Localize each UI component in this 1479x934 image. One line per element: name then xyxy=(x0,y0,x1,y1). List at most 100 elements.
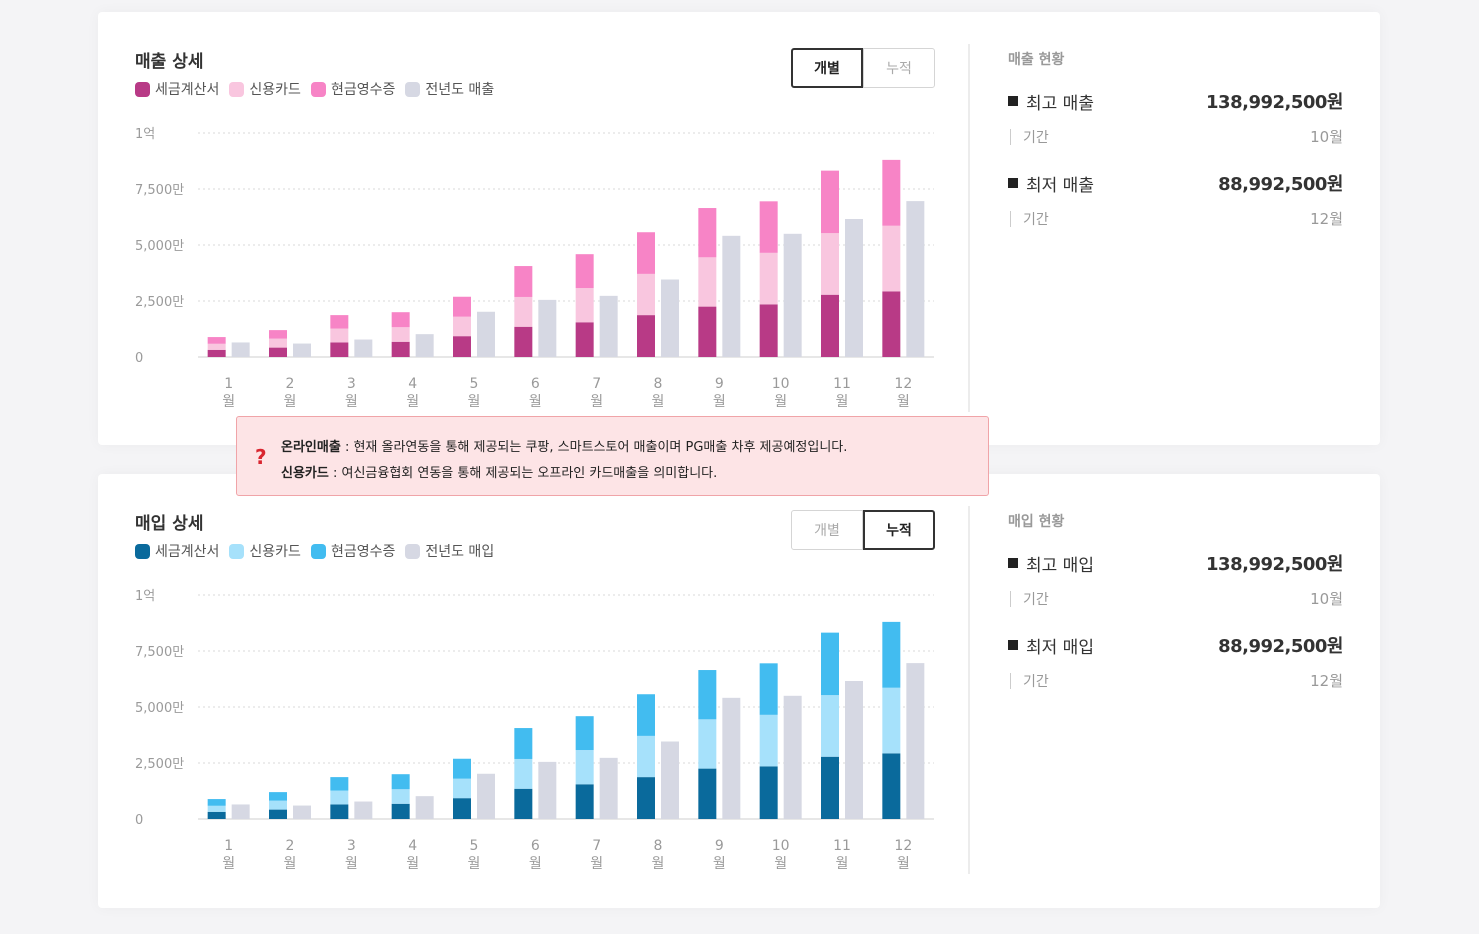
y-tick-label: 2,500만 xyxy=(135,295,184,310)
y-tick-label: 0 xyxy=(135,351,143,366)
bar-segment xyxy=(514,266,533,297)
legend-label: 현금영수증 xyxy=(330,82,396,98)
min-purchase-label: 최저 매입 xyxy=(1008,633,1094,658)
info-tooltip: ? 온라인매출 : 현재 올라연동을 통해 제공되는 쿠팡, 스마트스토어 매출… xyxy=(236,416,989,496)
min-sales-block: 최저 매출 88,992,500원 기간 12월 xyxy=(1008,170,1343,229)
max-sales-label: 최고 매출 xyxy=(1008,89,1094,114)
max-sales-value: 138,992,500원 xyxy=(1206,92,1343,113)
bar-segment xyxy=(637,232,655,274)
bar-segment xyxy=(391,774,410,790)
legend-label: 신용카드 xyxy=(249,82,301,98)
prev-year-bar xyxy=(661,279,679,357)
min-purchase-block: 최저 매입 88,992,500원 기간 12월 xyxy=(1008,632,1343,691)
cumulative-toggle-button[interactable]: 누적 xyxy=(863,48,935,88)
bar-segment xyxy=(391,803,410,819)
bar-segment xyxy=(330,328,349,343)
y-tick-label: 0 xyxy=(135,813,143,828)
x-tick-label: 월 xyxy=(222,394,235,410)
prev-year-bar xyxy=(538,761,557,819)
x-tick-label: 월 xyxy=(774,394,787,410)
legend-item: 현금영수증 xyxy=(310,541,395,561)
bar-segment xyxy=(759,252,778,305)
x-tick-label: 월 xyxy=(713,394,726,410)
bar-segment xyxy=(514,788,533,819)
bar-segment xyxy=(637,735,655,778)
x-tick-label: 월 xyxy=(345,856,358,872)
x-tick-label: 5 xyxy=(470,376,479,392)
bar-segment xyxy=(882,621,901,688)
min-sales-label: 최저 매출 xyxy=(1008,171,1094,196)
bar-segment xyxy=(821,233,839,295)
cumulative-toggle-button[interactable]: 누적 xyxy=(863,510,935,550)
bar-segment xyxy=(391,312,410,328)
prev-year-bar xyxy=(661,741,679,819)
x-tick-label: 월 xyxy=(529,856,542,872)
max-sales-label-text: 최고 매출 xyxy=(1026,93,1094,114)
prev-year-bar xyxy=(415,796,434,819)
bar-segment xyxy=(575,784,594,819)
individual-toggle-button[interactable]: 개별 xyxy=(791,510,863,550)
x-tick-label: 6 xyxy=(531,838,540,854)
y-tick-label: 1억 xyxy=(135,127,155,142)
bar-segment xyxy=(821,632,839,696)
legend-swatch xyxy=(405,543,421,559)
purchase-view-toggle: 개별 누적 xyxy=(791,510,935,550)
x-tick-label: 4 xyxy=(408,838,417,854)
y-tick-label: 1억 xyxy=(135,589,155,604)
prev-year-bar xyxy=(906,663,925,819)
x-tick-label: 월 xyxy=(897,856,910,872)
bar-segment xyxy=(330,804,349,819)
bar-segment xyxy=(698,768,717,819)
x-tick-label: 월 xyxy=(468,856,481,872)
x-tick-label: 월 xyxy=(406,856,419,872)
x-tick-label: 12 xyxy=(894,838,912,854)
bar-segment xyxy=(453,296,471,317)
bar-segment xyxy=(269,800,287,810)
bar-segment xyxy=(269,347,287,357)
bar-segment xyxy=(637,694,655,736)
bar-segment xyxy=(882,225,901,292)
period-label: 기간 xyxy=(1008,589,1049,609)
tooltip-term: 신용카드 xyxy=(281,466,329,481)
bar-segment xyxy=(821,170,839,234)
period-label: 기간 xyxy=(1008,209,1049,229)
y-tick-label: 7,500만 xyxy=(135,645,184,660)
min-purchase-value: 88,992,500원 xyxy=(1218,636,1343,657)
bar-segment xyxy=(637,777,655,819)
tooltip-desc: : 여신금융협회 연동을 통해 제공되는 오프라인 카드매출을 의미합니다. xyxy=(328,466,718,481)
x-tick-label: 월 xyxy=(345,394,358,410)
x-tick-label: 3 xyxy=(347,838,356,854)
legend-swatch xyxy=(405,81,421,97)
bar-segment xyxy=(637,273,655,316)
max-purchase-block: 최고 매입 138,992,500원 기간 10월 xyxy=(1008,550,1343,609)
period-label-text: 기간 xyxy=(1023,211,1049,228)
tooltip-line-credit: 신용카드 : 여신금융협회 연동을 통해 제공되는 오프라인 카드매출을 의미합… xyxy=(281,462,717,481)
sales-view-toggle: 개별 누적 xyxy=(791,48,935,88)
purchase-legend: 세금계산서 신용카드 현금영수증 전년도 매입 xyxy=(135,541,494,561)
x-tick-label: 월 xyxy=(590,856,603,872)
period-label: 기간 xyxy=(1008,671,1049,691)
prev-year-bar xyxy=(354,801,373,819)
x-tick-label: 월 xyxy=(222,856,235,872)
x-tick-label: 월 xyxy=(836,394,849,410)
prev-year-bar xyxy=(783,233,802,357)
prev-year-bar xyxy=(845,681,863,819)
sales-title: 매출 상세 xyxy=(135,52,204,72)
purchase-card: 매입 상세 세금계산서 신용카드 현금영수증 전년도 매입 개별 누적 0 2,5… xyxy=(98,474,1380,908)
max-purchase-period-value: 10월 xyxy=(1310,590,1343,608)
prev-year-bar xyxy=(599,295,618,357)
bar-segment xyxy=(207,811,226,819)
bar-segment xyxy=(269,792,287,801)
individual-toggle-button[interactable]: 개별 xyxy=(791,48,863,88)
period-label-text: 기간 xyxy=(1023,129,1049,146)
tooltip-desc: : 현재 올라연동을 통해 제공되는 쿠팡, 스마트스토어 매출이며 PG매출 … xyxy=(340,440,848,455)
x-tick-label: 8 xyxy=(654,376,663,392)
legend-item: 전년도 매입 xyxy=(405,541,494,561)
y-tick-label: 7,500만 xyxy=(135,183,184,198)
x-tick-label: 월 xyxy=(284,856,297,872)
x-tick-label: 월 xyxy=(836,856,849,872)
x-tick-label: 월 xyxy=(284,394,297,410)
legend-item: 전년도 매출 xyxy=(405,79,494,99)
bar-segment xyxy=(882,687,901,754)
bar-segment xyxy=(698,306,717,357)
